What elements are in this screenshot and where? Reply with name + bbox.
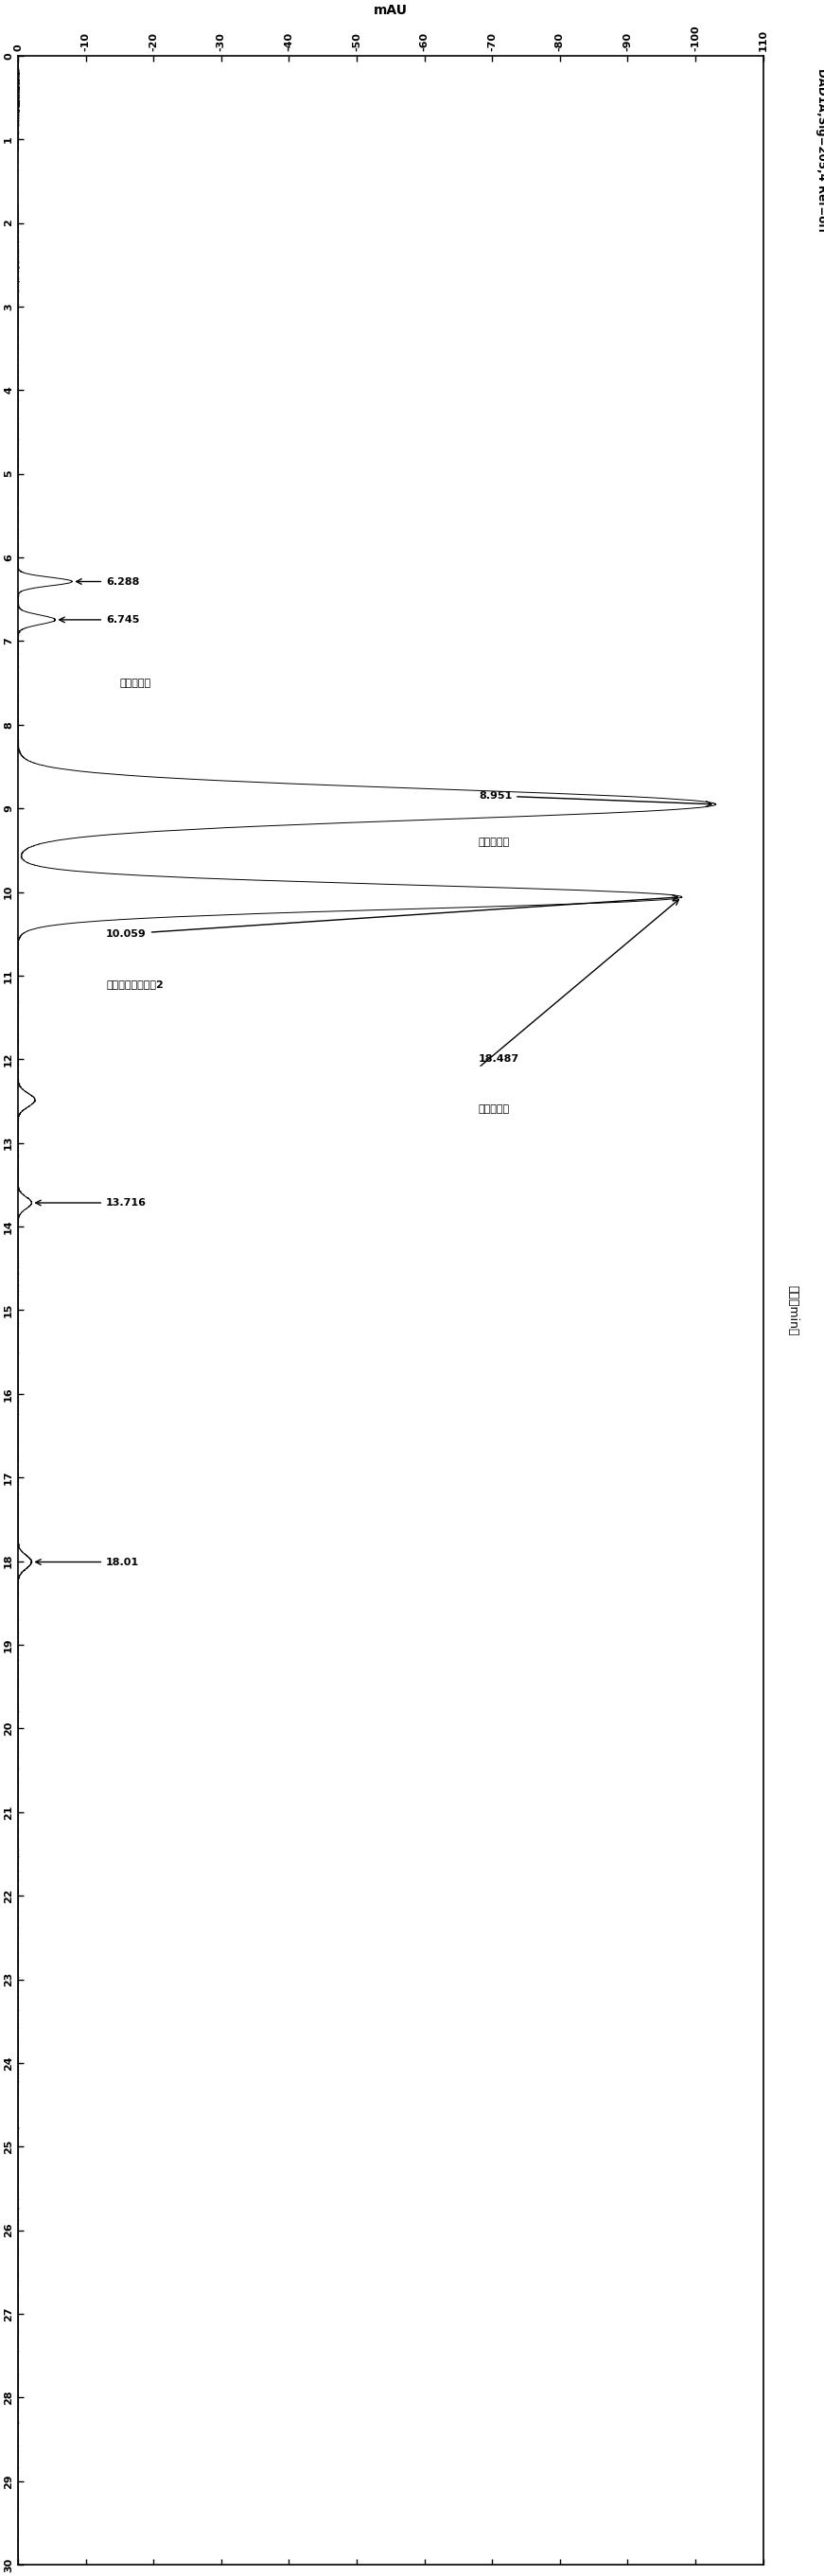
- Text: 18.487: 18.487: [479, 1054, 519, 1064]
- Text: 烯内基磷酸异构体2: 烯内基磷酸异构体2: [106, 979, 163, 989]
- Y-axis label: 时间［min］: 时间［min］: [787, 1285, 799, 1334]
- Text: DAD1A,Sig=205,4 Ref=off: DAD1A,Sig=205,4 Ref=off: [815, 67, 824, 232]
- Text: 18.01: 18.01: [35, 1558, 139, 1566]
- Text: 反内烯磷酸: 反内烯磷酸: [479, 1105, 510, 1115]
- Text: 顺内烯磷酸: 顺内烯磷酸: [479, 837, 510, 848]
- Text: 13.716: 13.716: [35, 1198, 147, 1208]
- X-axis label: mAU: mAU: [373, 5, 408, 18]
- Text: 6.745: 6.745: [59, 616, 139, 623]
- Text: 6.288: 6.288: [77, 577, 139, 587]
- Text: 10.059: 10.059: [106, 894, 677, 938]
- Text: 内：烯磷酸: 内：烯磷酸: [119, 677, 151, 688]
- Text: 8.951: 8.951: [479, 791, 712, 806]
